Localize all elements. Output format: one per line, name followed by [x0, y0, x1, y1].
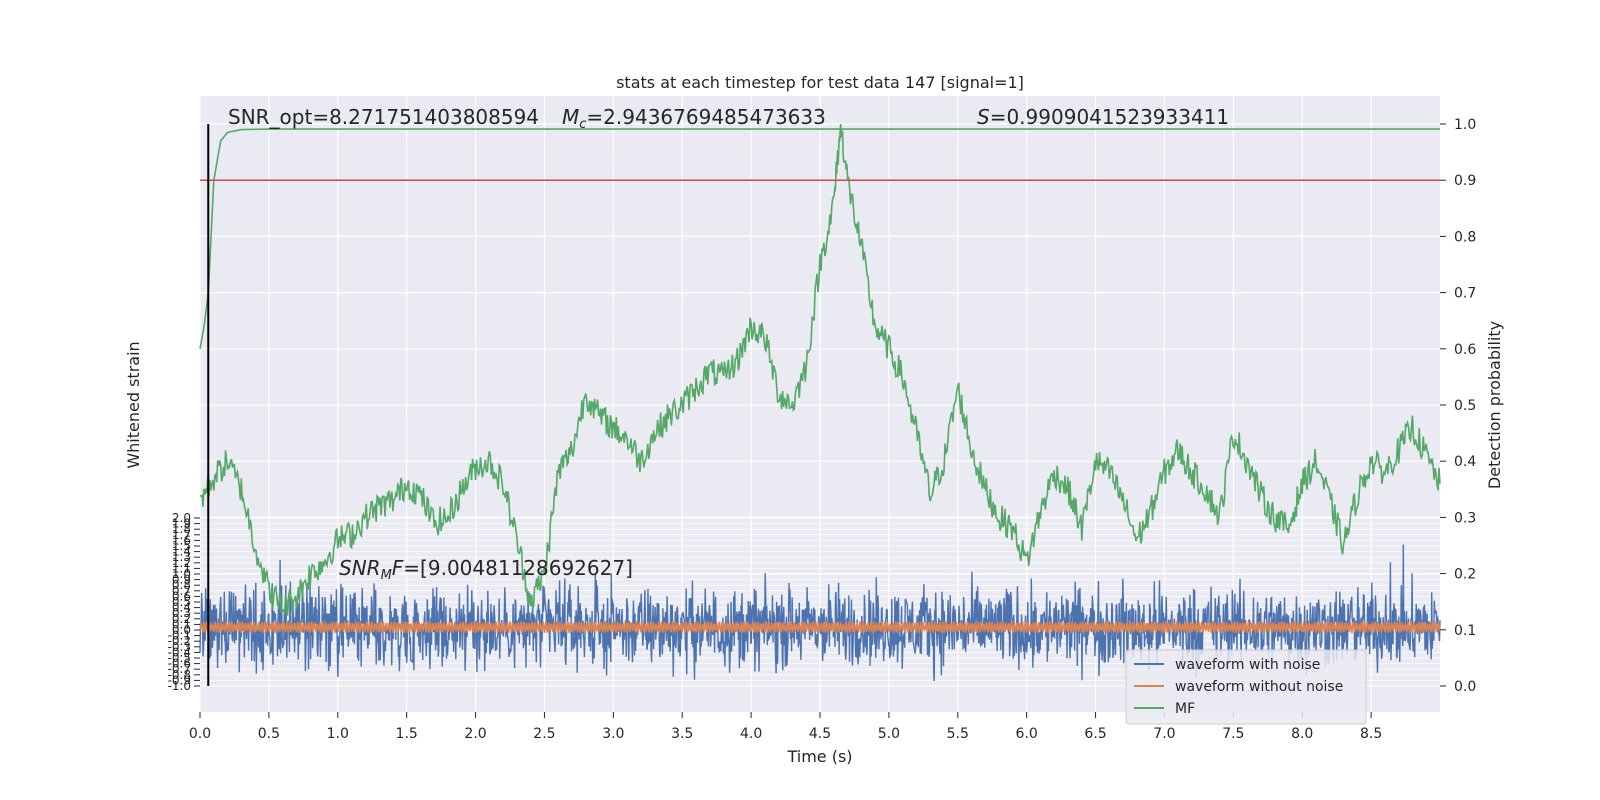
x-tick-label: 1.0	[327, 726, 349, 742]
right-tick-label: 0.3	[1454, 510, 1476, 526]
legend-label-mf: MF	[1175, 701, 1195, 717]
left-tick-label: 0.0	[172, 623, 191, 637]
left-tick-label: 1.3	[172, 550, 191, 564]
right-tick-label: 0.7	[1454, 286, 1476, 302]
x-tick-label: 2.0	[464, 726, 486, 742]
right-tick-label: 0.6	[1454, 342, 1476, 358]
left-tick-label: 1.7	[172, 528, 191, 542]
left-tick-label: 0.8	[172, 578, 191, 592]
x-tick-label: 0.5	[258, 726, 280, 742]
left-tick-label: 0.3	[172, 606, 191, 620]
left-tick-label: 0.4	[172, 601, 191, 615]
right-axis-label: Detection probability	[1485, 321, 1504, 489]
left-tick-label: 1.0	[172, 567, 191, 581]
mf-series	[199, 123, 1441, 616]
left-tick-label: -0.6	[168, 657, 191, 671]
x-tick-label: 3.5	[671, 726, 693, 742]
left-tick-label: 2.0	[172, 511, 191, 525]
left-tick-label: 1.1	[172, 561, 191, 575]
x-tick-label: 8.5	[1360, 726, 1382, 742]
mf-trace	[199, 123, 1441, 616]
x-tick-label: 6.5	[1084, 726, 1106, 742]
x-tick-label: 4.5	[809, 726, 831, 742]
left-tick-label: 0.6	[172, 589, 191, 603]
left-tick-label: -0.4	[168, 645, 191, 659]
left-tick-label: -0.5	[168, 651, 191, 665]
right-tick-label: 0.2	[1454, 567, 1476, 583]
left-tick-label: -0.7	[168, 662, 191, 676]
left-tick-label: 0.2	[172, 612, 191, 626]
x-tick-label: 0.0	[189, 726, 211, 742]
left-axis-label: Whitened strain	[124, 341, 143, 468]
x-tick-label: 7.5	[1222, 726, 1244, 742]
right-tick-label: 0.8	[1454, 229, 1476, 245]
x-axis-label: Time (s)	[786, 747, 852, 766]
left-tick-label: 0.1	[172, 617, 191, 631]
x-tick-label: 2.5	[533, 726, 555, 742]
legend-label-clean: waveform without noise	[1175, 679, 1343, 695]
left-tick-label: -0.2	[168, 634, 191, 648]
left-tick-label: 0.7	[172, 584, 191, 598]
right-tick-label: 0.5	[1454, 398, 1476, 414]
right-tick-label: 0.1	[1454, 623, 1476, 639]
left-axis-ticks: -1.0-0.9-0.8-0.7-0.6-0.5-0.4-0.3-0.2-0.1…	[168, 511, 200, 693]
left-tick-label: 0.5	[172, 595, 191, 609]
left-tick-label: 1.4	[172, 545, 191, 559]
x-tick-label: 5.0	[878, 726, 900, 742]
x-tick-label: 7.0	[1153, 726, 1175, 742]
waveform-without-noise-series	[199, 621, 1441, 633]
left-tick-label: -0.9	[168, 673, 191, 687]
left-tick-label: -0.8	[168, 668, 191, 682]
legend: waveform with noise waveform without noi…	[1125, 649, 1367, 725]
left-tick-label: -0.1	[168, 629, 191, 643]
mc-annotation: Mc=2.9436769485473633	[562, 105, 826, 132]
x-tick-label: 1.5	[396, 726, 418, 742]
x-tick-label: 8.0	[1291, 726, 1313, 742]
right-tick-label: 1.0	[1454, 117, 1476, 133]
left-tick-label: 1.8	[172, 522, 191, 536]
left-tick-label: 1.6	[172, 533, 191, 547]
snr-mf-annotation: SNRMF=[9.00481128692627]	[339, 556, 633, 583]
s-annotation: S=0.9909041523933411	[977, 105, 1229, 129]
right-axis-ticks: 0.0 0.1 0.2 0.3 0.4 0.5 0.6 0.7 0.8 0.9 1.0	[1440, 117, 1476, 695]
right-tick-label: 0.4	[1454, 454, 1476, 470]
vertical-gridlines	[199, 96, 1372, 712]
clean-trace	[199, 621, 1441, 633]
left-tick-label: 1.9	[172, 517, 191, 531]
right-tick-label: 0.0	[1454, 679, 1476, 695]
legend-label-noise: waveform with noise	[1175, 657, 1320, 673]
left-tick-label: -1.0	[168, 679, 191, 693]
right-tick-label: 0.9	[1454, 173, 1476, 189]
left-tick-label: 0.9	[172, 573, 191, 587]
x-tick-label: 5.5	[947, 726, 969, 742]
legend-box	[1125, 649, 1367, 725]
left-tick-label: 1.2	[172, 556, 191, 570]
chart-title: stats at each timestep for test data 147…	[616, 73, 1024, 92]
left-tick-label: -0.3	[168, 640, 191, 654]
x-axis-ticks: 0.0 0.5 1.0 1.5 2.0 2.5 3.0 3.5 4.0 4.5 5.0 5.5 6.0 6…	[189, 712, 1382, 742]
mf-rise-trace	[199, 128, 1440, 349]
left-tick-label: 1.5	[172, 539, 191, 553]
x-tick-label: 4.0	[740, 726, 762, 742]
snr-opt-annotation: SNR_opt=8.271751403808594	[228, 105, 539, 129]
x-tick-label: 6.0	[1016, 726, 1038, 742]
x-tick-label: 3.0	[602, 726, 624, 742]
